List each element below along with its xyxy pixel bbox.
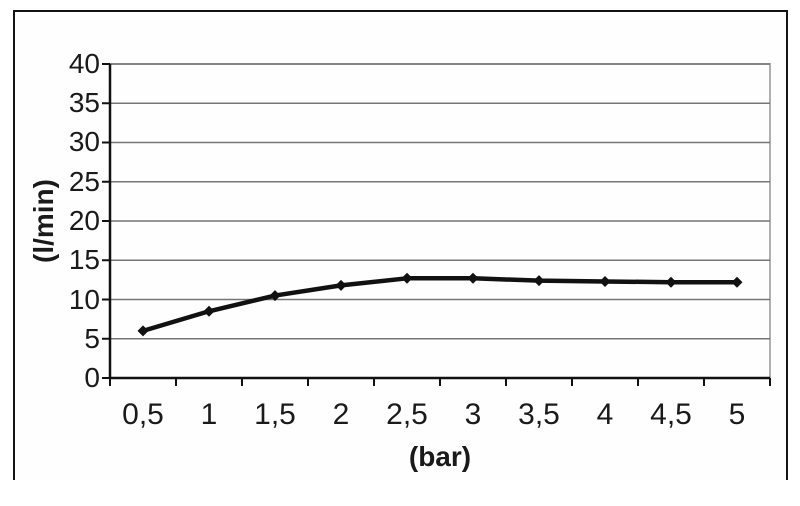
y-tick-label: 35 (68, 87, 100, 118)
x-tick-label: 4 (596, 398, 614, 431)
y-tick-label: 30 (68, 126, 100, 157)
x-tick-label: 3,5 (518, 398, 560, 431)
y-tick-label: 20 (68, 205, 100, 236)
y-axis-title: (l/min) (28, 179, 59, 263)
x-tick-label: 3 (464, 398, 482, 431)
y-tick-label: 5 (84, 323, 100, 354)
x-axis-title: (bar) (408, 441, 472, 472)
y-tick-label: 10 (68, 284, 100, 315)
x-tick-label: 2 (332, 398, 350, 431)
x-tick-label: 5 (728, 398, 746, 431)
x-tick-label: 0,5 (122, 398, 164, 431)
y-tick-label: 40 (68, 48, 100, 79)
x-tick-label: 2,5 (386, 398, 428, 431)
x-tick-label: 1,5 (254, 398, 296, 431)
y-tick-label: 25 (68, 166, 100, 197)
x-tick-label: 1 (200, 398, 218, 431)
x-tick-label: 4,5 (650, 398, 692, 431)
y-tick-label: 15 (68, 244, 100, 275)
y-tick-label: 0 (84, 362, 100, 393)
